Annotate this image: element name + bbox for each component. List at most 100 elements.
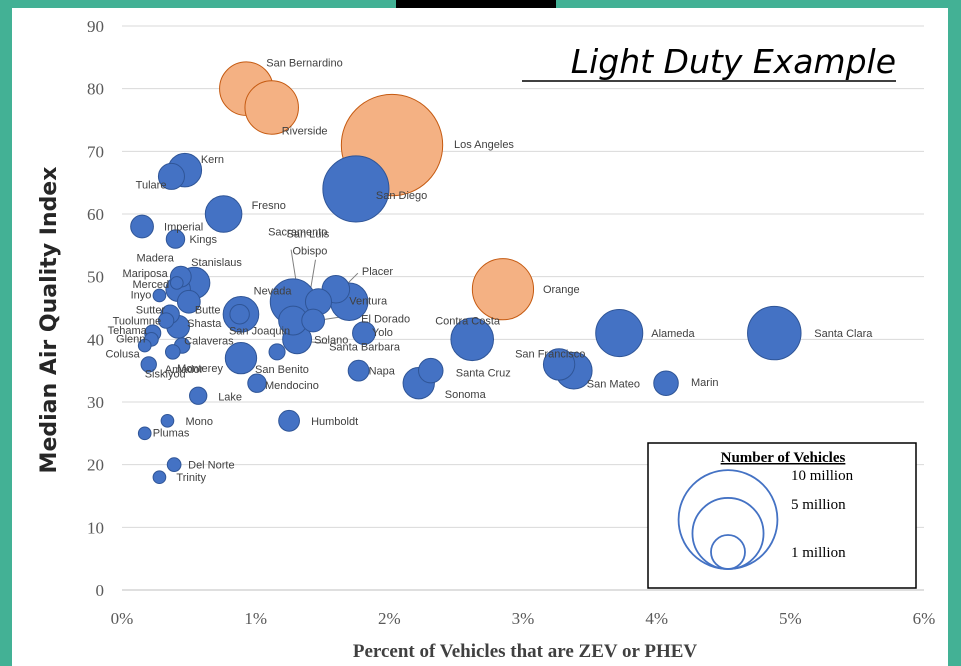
point-label-san-benito: San Benito xyxy=(255,364,309,376)
point-label-el-dorado: El Dorado xyxy=(361,314,410,326)
y-tick-label: 90 xyxy=(87,17,104,36)
point-label-santa-barbara: Santa Barbara xyxy=(329,341,401,353)
bubble-mendocino xyxy=(247,373,267,393)
y-axis-label: Median Air Quality Index xyxy=(37,167,62,474)
point-label-sutter: Sutter xyxy=(136,304,166,316)
bubble-marin xyxy=(653,370,679,396)
point-label-nevada: Nevada xyxy=(254,285,293,297)
point-label-lake: Lake xyxy=(218,392,242,404)
bubble-mono xyxy=(160,413,175,428)
bubble-colusa xyxy=(137,338,152,353)
bubble-santa-clara xyxy=(747,305,802,361)
legend-circles xyxy=(677,469,779,570)
point-label-monterey: Monterey xyxy=(177,363,223,375)
y-tick-label: 30 xyxy=(87,393,104,412)
point-label-san-mateo: San Mateo xyxy=(587,379,640,391)
point-label-trinity: Trinity xyxy=(176,472,206,484)
point-label-placer: Placer xyxy=(362,266,394,278)
point-label-siskiyou: Siskiyou xyxy=(145,368,186,380)
y-tick-label: 60 xyxy=(87,205,104,224)
point-label-contra-costa: Contra Costa xyxy=(435,315,501,327)
point-label-ventura: Ventura xyxy=(349,296,388,308)
bubble-san-benito xyxy=(268,343,286,361)
x-tick-label: 4% xyxy=(645,609,668,628)
point-label-riverside: Riverside xyxy=(282,125,328,137)
y-tick-label: 50 xyxy=(87,268,104,287)
leader-line-san-luis-obispo xyxy=(309,259,316,290)
point-label-inyo: Inyo xyxy=(131,289,152,301)
point-label-imperial: Imperial xyxy=(164,222,203,234)
legend-label-1m: 1 million xyxy=(791,545,846,561)
point-label-calaveras: Calaveras xyxy=(184,336,234,348)
point-label-merced: Merced xyxy=(132,279,169,291)
x-tick-label: 3% xyxy=(512,609,535,628)
legend-label-10m: 10 million xyxy=(791,468,854,484)
legend-labels: 10 million 5 million 1 million xyxy=(791,468,854,561)
point-label-amador: Amador xyxy=(165,364,204,376)
point-labels: San Bernardino Riverside Los Angeles Orange… xyxy=(105,58,873,485)
point-label-sonoma: Sonoma xyxy=(445,389,487,401)
bubble-lake xyxy=(189,386,208,405)
point-label-napa: Napa xyxy=(369,366,396,378)
legend-title: Number of Vehicles xyxy=(721,450,846,466)
bubble-tuolumne xyxy=(157,312,175,329)
bubble-amador xyxy=(164,344,181,360)
bubble-del-norte xyxy=(166,457,182,473)
bubble-imperial xyxy=(130,214,154,239)
bubble-siskiyou xyxy=(140,356,157,373)
bubble-tulare xyxy=(157,162,185,190)
point-label-mono: Mono xyxy=(185,416,213,428)
point-label-plumas: Plumas xyxy=(153,427,190,439)
bubble-san-diego xyxy=(322,155,390,223)
legend-circle-1m xyxy=(710,534,746,570)
bubble-humboldt xyxy=(278,409,300,432)
axis-ticks: 0 10 20 30 40 50 60 70 80 90 0% 1% 2% 3% 4% 5% 6% xyxy=(87,17,935,628)
point-label-stanislaus: Stanislaus xyxy=(191,257,242,269)
point-label-san-bernardino: San Bernardino xyxy=(266,58,342,70)
point-label-tuolumne: Tuolumne xyxy=(113,316,162,328)
point-label-san-diego: San Diego xyxy=(376,190,427,202)
point-label-sacramento: Sacramento xyxy=(268,227,327,239)
bubble-mariposa xyxy=(169,276,184,290)
y-tick-label: 70 xyxy=(87,142,104,161)
bubble-san-francisco xyxy=(542,348,576,381)
bubble-orange xyxy=(471,258,535,321)
point-label-mendocino: Mendocino xyxy=(265,380,319,392)
point-label-del-norte: Del Norte xyxy=(188,460,234,472)
bubble-contra-costa xyxy=(450,317,495,362)
x-tick-label: 6% xyxy=(913,609,936,628)
bubble-riverside xyxy=(244,80,299,135)
point-label-tulare: Tulare xyxy=(136,179,167,191)
bubble-trinity xyxy=(152,470,167,485)
x-tick-label: 1% xyxy=(244,609,267,628)
point-label-colusa: Colusa xyxy=(105,349,140,361)
bubble-yolo xyxy=(352,321,376,345)
overlay-title: Light Duty Example xyxy=(571,42,896,81)
point-label-solano: Solano xyxy=(314,335,348,347)
bubble-monterey xyxy=(224,341,258,375)
point-label-los-angeles: Los Angeles xyxy=(454,139,514,151)
bubble-alameda xyxy=(595,309,644,358)
point-label-butte: Butte xyxy=(195,305,221,317)
point-label-kings: Kings xyxy=(189,234,217,246)
legend-label-5m: 5 million xyxy=(791,497,846,513)
y-tick-label: 80 xyxy=(87,80,104,99)
point-label-tehama: Tehama xyxy=(108,325,148,337)
bubbles xyxy=(130,61,802,485)
legend: Number of Vehicles 10 million 5 million 1 … xyxy=(647,442,917,589)
point-label-san-luis-obispo: San Luis Obispo xyxy=(286,229,329,258)
chart-panel: 0 10 20 30 40 50 60 70 80 90 0% 1% 2% 3% 4% 5% 6% Median… xyxy=(12,8,948,666)
legend-box xyxy=(647,442,917,589)
x-tick-label: 0% xyxy=(111,609,134,628)
bubble-butte xyxy=(176,289,201,314)
bubble-nevada xyxy=(229,304,250,325)
point-label-madera: Madera xyxy=(137,253,175,265)
y-tick-label: 10 xyxy=(87,518,104,537)
point-label-mariposa: Mariposa xyxy=(123,268,169,280)
point-label-kern: Kern xyxy=(201,154,224,166)
bubble-santa-cruz xyxy=(418,357,444,384)
bubble-fresno xyxy=(204,195,243,233)
x-axis-label: Percent of Vehicles that are ZEV or PHEV xyxy=(353,641,698,662)
point-label-marin: Marin xyxy=(691,377,719,389)
